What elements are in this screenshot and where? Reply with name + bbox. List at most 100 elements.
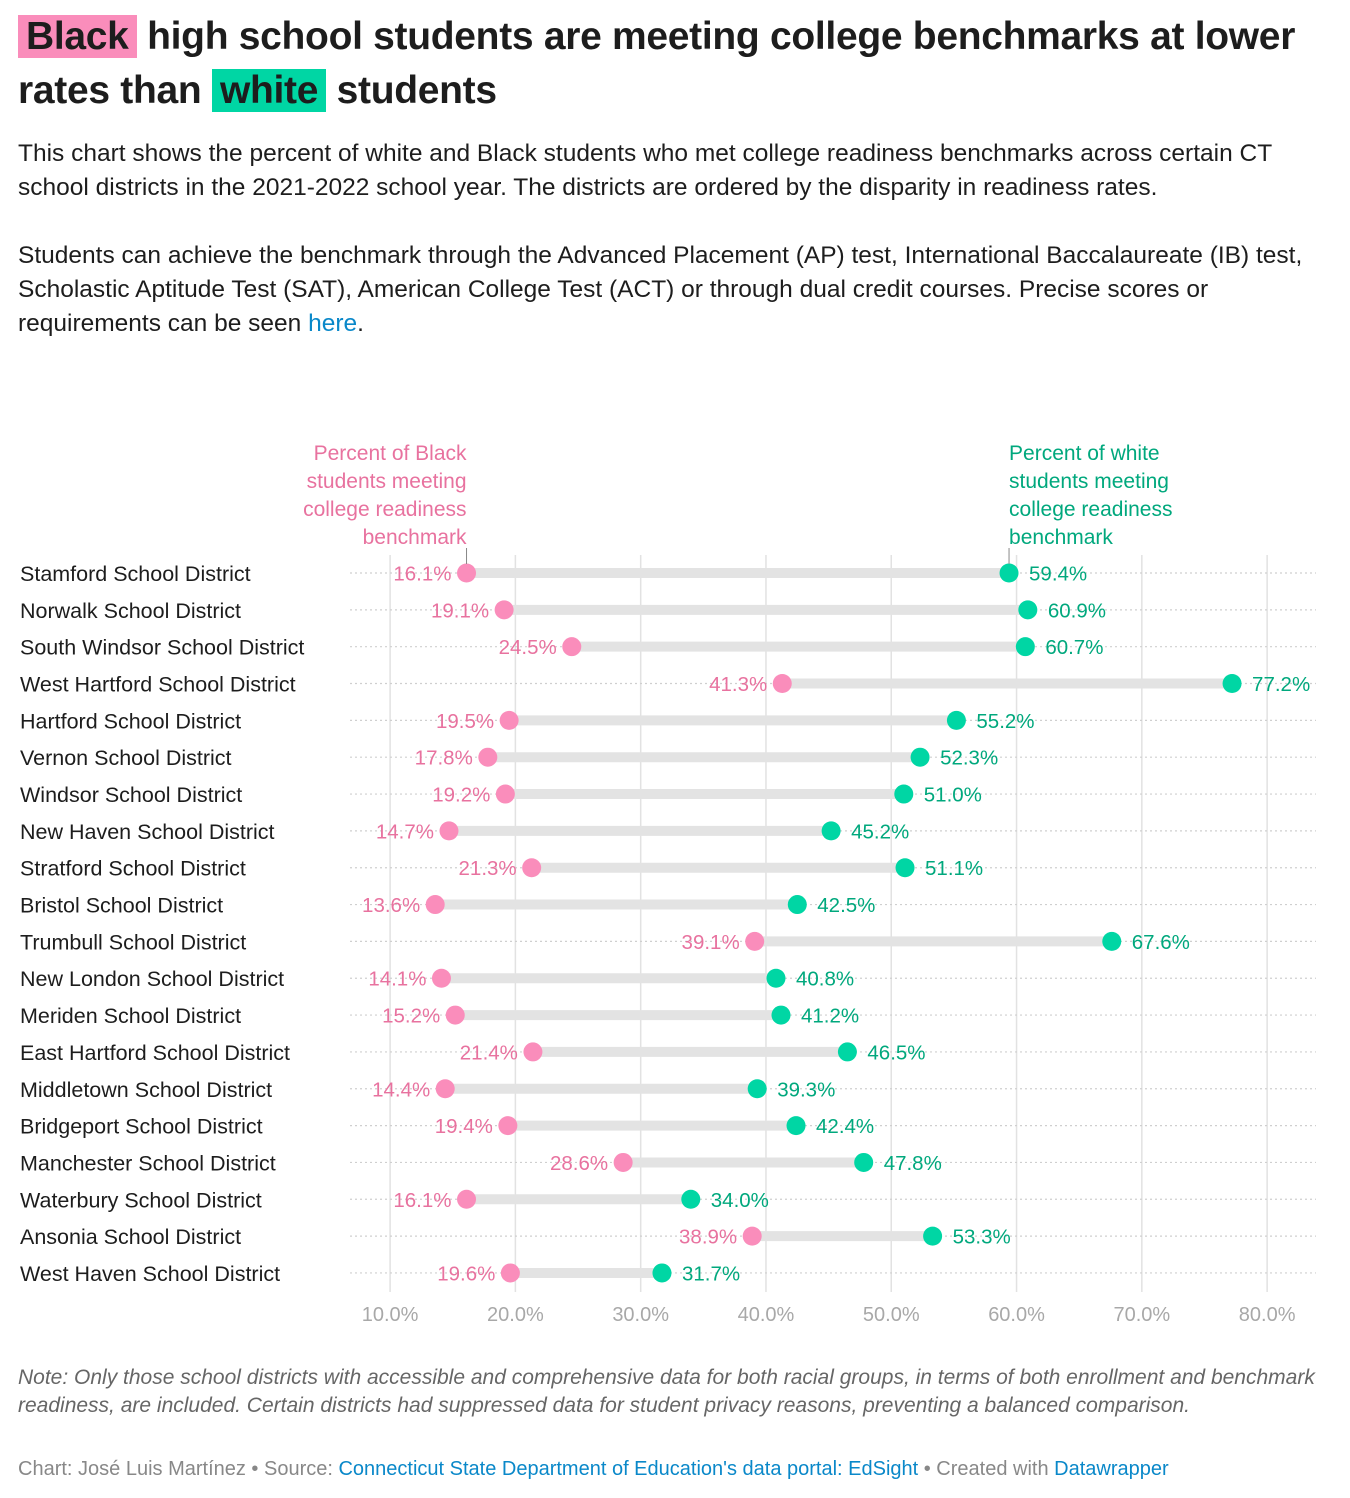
- white-value-label: 67.6%: [1132, 931, 1190, 954]
- district-label: Manchester School District: [20, 1151, 276, 1175]
- x-tick-label: 30.0%: [612, 1304, 669, 1326]
- district-label: Windsor School District: [20, 783, 242, 807]
- white-value-label: 77.2%: [1252, 673, 1310, 696]
- district-label: Stamford School District: [20, 562, 251, 586]
- datawrapper-link[interactable]: Datawrapper: [1054, 1458, 1169, 1480]
- black-value-label: 15.2%: [382, 1005, 440, 1028]
- white-students-dot: [910, 747, 930, 767]
- white-value-label: 55.2%: [976, 710, 1034, 733]
- white-value-label: 51.0%: [924, 784, 982, 807]
- black-value-label: 19.1%: [431, 599, 489, 622]
- black-value-label: 17.8%: [415, 747, 473, 770]
- white-students-dot: [923, 1226, 943, 1246]
- white-value-label: 39.3%: [777, 1078, 835, 1101]
- white-students-dot: [787, 895, 807, 915]
- white-annotation-line: Percent of white: [1009, 442, 1160, 465]
- x-tick-label: 50.0%: [863, 1304, 920, 1326]
- district-label: Ansonia School District: [20, 1225, 241, 1249]
- white-students-dot: [821, 821, 841, 841]
- description-period: .: [357, 310, 364, 337]
- source-link[interactable]: Connecticut State Department of Educatio…: [338, 1458, 919, 1480]
- white-value-label: 60.7%: [1045, 636, 1103, 659]
- chart-title: Black high school students are meeting c…: [18, 10, 1328, 118]
- black-students-dot: [498, 1116, 518, 1136]
- white-annotation-line: benchmark: [1009, 526, 1113, 549]
- chart-note: Note: Only those school districts with a…: [18, 1366, 1315, 1417]
- white-value-label: 41.2%: [801, 1005, 859, 1028]
- white-value-label: 59.4%: [1029, 563, 1087, 586]
- white-annotation-line: college readiness: [1009, 498, 1172, 521]
- district-label: Bridgeport School District: [20, 1115, 263, 1139]
- black-students-dot: [445, 1005, 465, 1025]
- district-label: West Hartford School District: [20, 673, 296, 697]
- white-students-dot: [854, 1152, 874, 1172]
- white-students-dot: [837, 1042, 857, 1062]
- x-tick-label: 80.0%: [1239, 1304, 1296, 1326]
- here-link[interactable]: here: [308, 310, 358, 337]
- black-students-dot: [439, 821, 459, 841]
- district-label: Bristol School District: [20, 894, 223, 918]
- district-label: Trumbull School District: [20, 930, 246, 954]
- black-students-dot: [613, 1152, 633, 1172]
- description-paragraph-1: This chart shows the percent of white an…: [18, 140, 1272, 201]
- district-label: New London School District: [20, 967, 284, 991]
- black-annotation-line: students meeting: [307, 470, 467, 493]
- black-value-label: 19.6%: [437, 1262, 495, 1285]
- black-students-dot: [745, 931, 765, 951]
- white-value-label: 60.9%: [1048, 599, 1106, 622]
- district-label: South Windsor School District: [20, 636, 304, 660]
- white-value-label: 45.2%: [851, 820, 909, 843]
- black-value-label: 14.7%: [376, 820, 434, 843]
- black-students-dot: [772, 674, 792, 694]
- title-text: high school students are meeting college…: [18, 15, 1296, 112]
- x-tick-label: 20.0%: [487, 1304, 544, 1326]
- black-value-label: 14.1%: [368, 968, 426, 991]
- black-value-label: 19.5%: [436, 710, 494, 733]
- black-value-label: 21.3%: [459, 857, 517, 880]
- black-annotation-line: college readiness: [303, 498, 466, 521]
- white-value-label: 42.4%: [816, 1115, 874, 1138]
- dot-plot: 10.0% 20.0% 30.0% 40.0% 50.0% 60.0% 70.0% 80.0%…: [20, 442, 1316, 1326]
- white-value-label: 51.1%: [925, 857, 983, 880]
- credits-created: • Created with: [918, 1458, 1055, 1480]
- white-value-label: 47.8%: [884, 1152, 942, 1175]
- x-tick-label: 10.0%: [362, 1304, 419, 1326]
- white-students-dot: [681, 1189, 701, 1209]
- district-label: Middletown School District: [20, 1078, 272, 1102]
- white-value-label: 40.8%: [796, 968, 854, 991]
- black-value-label: 21.4%: [460, 1041, 518, 1064]
- white-students-dot: [999, 563, 1019, 583]
- black-value-label: 14.4%: [372, 1078, 430, 1101]
- black-students-dot: [523, 1042, 543, 1062]
- black-value-label: 24.5%: [499, 636, 557, 659]
- black-students-dot: [495, 784, 515, 804]
- chart-credits: Chart: José Luis Martínez • Source: Conn…: [18, 1458, 1169, 1481]
- white-students-dot: [1222, 674, 1242, 694]
- description-paragraph-2: Students can achieve the benchmark throu…: [18, 239, 1343, 341]
- credits-author: Chart: José Luis Martínez • Source:: [18, 1458, 339, 1480]
- white-students-dot: [1018, 600, 1038, 620]
- white-students-dot: [652, 1263, 672, 1283]
- district-label: West Haven School District: [20, 1262, 280, 1286]
- black-value-label: 13.6%: [362, 894, 420, 917]
- white-annotation-line: students meeting: [1009, 470, 1169, 493]
- black-value-label: 38.9%: [679, 1226, 737, 1249]
- x-tick-label: 40.0%: [738, 1304, 795, 1326]
- black-students-dot: [431, 968, 451, 988]
- white-students-dot: [1015, 637, 1035, 657]
- title-highlight-white: white: [211, 69, 327, 112]
- white-students-dot: [946, 710, 966, 730]
- district-label: East Hartford School District: [20, 1041, 290, 1065]
- white-students-dot: [747, 1079, 767, 1099]
- black-value-label: 28.6%: [550, 1152, 608, 1175]
- black-value-label: 16.1%: [393, 1189, 451, 1212]
- x-tick-label: 60.0%: [988, 1304, 1045, 1326]
- description-text: Students can achieve the benchmark throu…: [18, 242, 1303, 337]
- black-students-dot: [457, 563, 477, 583]
- black-annotation-line: Percent of Black: [314, 442, 467, 465]
- white-students-dot: [895, 858, 915, 878]
- white-value-label: 42.5%: [817, 894, 875, 917]
- black-students-dot: [562, 637, 582, 657]
- white-value-label: 46.5%: [867, 1041, 925, 1064]
- black-students-dot: [425, 895, 445, 915]
